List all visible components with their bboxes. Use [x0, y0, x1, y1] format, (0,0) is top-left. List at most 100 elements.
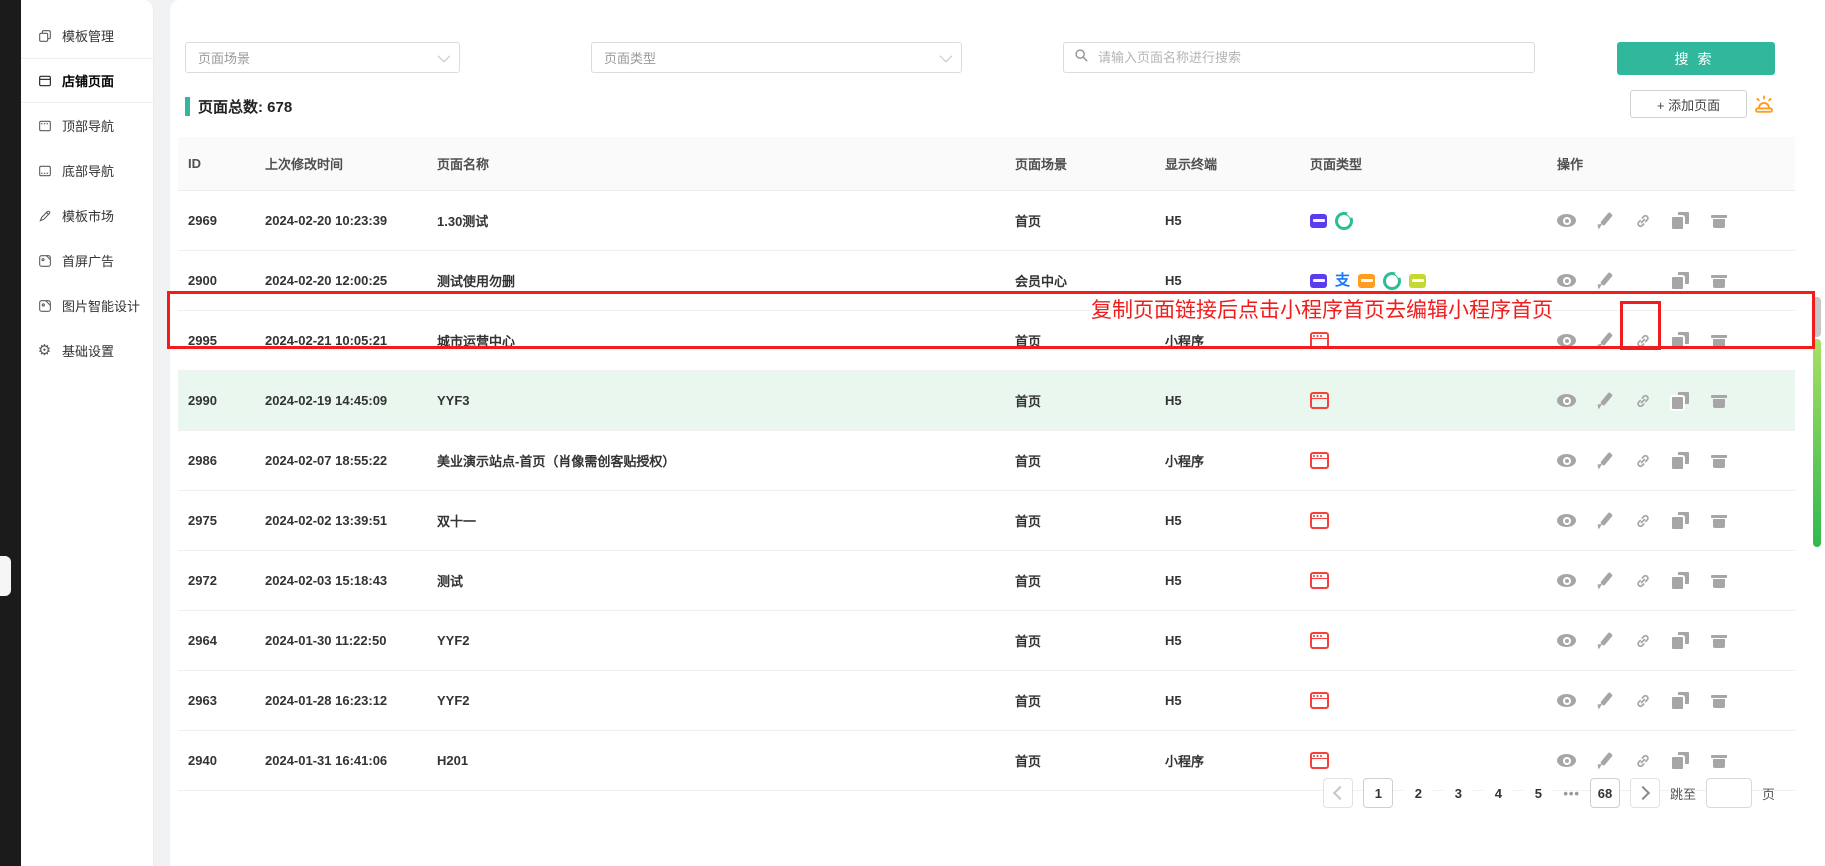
eye-icon[interactable] — [1557, 332, 1576, 349]
cell-scene: 首页 — [1005, 610, 1155, 671]
sidebar-item-image-smart-design[interactable]: 图片智能设计 — [21, 283, 153, 328]
pencil-icon[interactable] — [1595, 392, 1614, 409]
top-nav-icon — [36, 117, 53, 134]
cell-time: 2024-02-20 12:00:25 — [255, 250, 427, 311]
sidebar-item-top-nav[interactable]: 顶部导航 — [21, 103, 153, 148]
page-scene-select[interactable]: 页面场景 — [185, 42, 460, 73]
trash-icon[interactable] — [1709, 212, 1728, 229]
pencil-icon[interactable] — [1595, 752, 1614, 769]
prev-page-button[interactable] — [1323, 778, 1354, 808]
search-button[interactable]: 搜索 — [1617, 42, 1775, 75]
sidebar-item-splash-ad[interactable]: 首屏广告 — [21, 238, 153, 283]
sidebar-item-template-market[interactable]: 模板市场 — [21, 193, 153, 238]
eye-icon[interactable] — [1557, 632, 1576, 649]
sidebar-item-bottom-nav[interactable]: 底部导航 — [21, 148, 153, 193]
page-button-last[interactable]: 68 — [1589, 778, 1620, 808]
pencil-icon[interactable] — [1595, 272, 1614, 289]
copy-icon[interactable] — [1671, 212, 1690, 229]
trash-icon[interactable] — [1709, 452, 1728, 469]
pencil-icon[interactable] — [1595, 332, 1614, 349]
pencil-icon[interactable] — [1595, 512, 1614, 529]
chain-icon[interactable] — [1633, 632, 1652, 649]
chain-icon[interactable] — [1633, 512, 1652, 529]
alipay-icon: 支 — [1335, 272, 1351, 289]
red-window-icon — [1310, 392, 1329, 409]
chain-icon[interactable] — [1633, 452, 1652, 469]
copy-icon[interactable] — [1671, 692, 1690, 709]
scrollbar-thumb-green[interactable] — [1813, 339, 1821, 547]
table-row: 2972 2024-02-03 15:18:43 测试 首页 H5 — [178, 550, 1795, 611]
chain-icon[interactable] — [1633, 212, 1652, 229]
table-row: 2969 2024-02-20 10:23:39 1.30测试 首页 H5 — [178, 190, 1795, 251]
page-button-1[interactable]: 1 — [1363, 778, 1394, 808]
eye-icon[interactable] — [1557, 212, 1576, 229]
gear-icon: ⚙ — [37, 342, 52, 359]
cell-scene: 首页 — [1005, 550, 1155, 611]
pagination-ellipsis[interactable]: ••• — [1563, 785, 1580, 801]
alarm-icon[interactable] — [1752, 93, 1776, 117]
sidebar-item-label: 图片智能设计 — [62, 299, 141, 314]
search-input[interactable] — [1096, 49, 1534, 66]
page-button-2[interactable]: 2 — [1403, 778, 1434, 808]
trash-icon[interactable] — [1709, 692, 1728, 709]
jump-page-input[interactable] — [1705, 778, 1752, 808]
sidebar: 模板管理 店铺页面 顶部导航 底部导航 — [21, 0, 154, 866]
sidebar-item-label: 底部导航 — [62, 164, 115, 179]
trash-icon[interactable] — [1709, 572, 1728, 589]
copy-icon[interactable] — [1671, 512, 1690, 529]
cell-id: 2990 — [178, 370, 255, 431]
trash-icon[interactable] — [1709, 512, 1728, 529]
chain-icon[interactable] — [1633, 692, 1652, 709]
trash-icon[interactable] — [1709, 332, 1728, 349]
pencil-icon[interactable] — [1595, 692, 1614, 709]
trash-icon[interactable] — [1709, 632, 1728, 649]
page-button-4[interactable]: 4 — [1483, 778, 1514, 808]
trash-icon[interactable] — [1709, 272, 1728, 289]
copy-icon[interactable] — [1671, 752, 1690, 769]
eye-icon[interactable] — [1557, 752, 1576, 769]
pencil-icon[interactable] — [1595, 632, 1614, 649]
sidebar-item-template-manage[interactable]: 模板管理 — [21, 13, 153, 58]
trash-icon[interactable] — [1709, 392, 1728, 409]
sidebar-item-basic-settings[interactable]: ⚙ 基础设置 — [21, 328, 153, 373]
scrollbar-thumb-gray[interactable] — [1813, 297, 1821, 337]
chain-icon[interactable] — [1633, 572, 1652, 589]
eye-icon[interactable] — [1557, 512, 1576, 529]
chain-icon[interactable] — [1633, 332, 1652, 349]
next-page-button[interactable] — [1629, 778, 1660, 808]
eye-icon[interactable] — [1557, 452, 1576, 469]
eye-icon[interactable] — [1557, 392, 1576, 409]
pencil-icon[interactable] — [1595, 452, 1614, 469]
rail-handle[interactable] — [0, 556, 11, 596]
copy-icon[interactable] — [1671, 392, 1690, 409]
cell-name: 测试 — [427, 550, 1005, 611]
copy-icon[interactable] — [1671, 452, 1690, 469]
cell-id: 2969 — [178, 190, 255, 251]
sidebar-item-shop-pages[interactable]: 店铺页面 — [21, 58, 153, 103]
pencil-icon[interactable] — [1595, 212, 1614, 229]
eye-icon[interactable] — [1557, 572, 1576, 589]
eye-icon[interactable] — [1557, 692, 1576, 709]
chevron-right-icon — [1636, 785, 1651, 801]
trash-icon[interactable] — [1709, 752, 1728, 769]
copy-icon[interactable] — [1671, 632, 1690, 649]
copy-icon[interactable] — [1671, 572, 1690, 589]
table-row-highlighted: 2990 2024-02-19 14:45:09 YYF3 首页 H5 — [178, 370, 1795, 431]
page-button-3[interactable]: 3 — [1443, 778, 1474, 808]
chain-icon[interactable] — [1633, 392, 1652, 409]
page-total-count: 页面总数: 678 — [198, 99, 293, 116]
copy-icon[interactable] — [1671, 332, 1690, 349]
cell-terminal: 小程序 — [1155, 310, 1300, 371]
chain-icon[interactable] — [1633, 752, 1652, 769]
eye-icon[interactable] — [1557, 272, 1576, 289]
cell-time: 2024-02-21 10:05:21 — [255, 310, 427, 371]
add-page-button[interactable]: + 添加页面 — [1630, 90, 1747, 118]
green-swirl-icon — [1383, 271, 1402, 290]
page-button-5[interactable]: 5 — [1523, 778, 1554, 808]
cell-terminal: H5 — [1155, 550, 1300, 611]
pencil-icon[interactable] — [1595, 572, 1614, 589]
collapsed-left-rail — [0, 0, 21, 866]
cell-terminal: H5 — [1155, 490, 1300, 551]
copy-icon[interactable] — [1671, 272, 1690, 289]
page-type-select[interactable]: 页面类型 — [591, 42, 962, 73]
